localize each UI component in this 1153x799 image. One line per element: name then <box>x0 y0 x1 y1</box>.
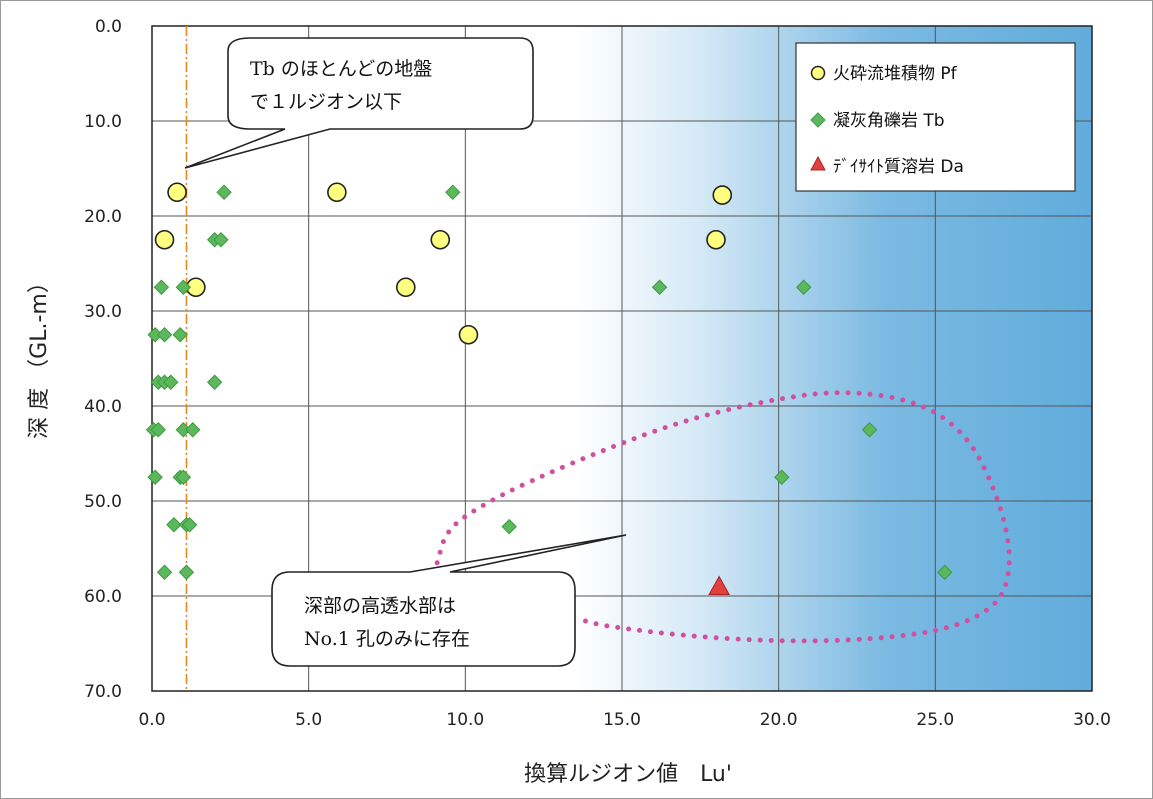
x-tick-label: 0.0 <box>138 710 165 730</box>
callout-bottom-line1: 深部の高透水部は <box>304 595 456 617</box>
pf-point <box>712 185 733 205</box>
legend-pf-label: 火砕流堆積物 Pf <box>833 64 958 84</box>
callout-top-bubble <box>184 37 534 169</box>
y-tick-label: 60.0 <box>84 587 122 607</box>
y-tick-label: 70.0 <box>84 682 122 702</box>
tb-point <box>445 184 461 200</box>
tb-point <box>216 184 232 200</box>
y-tick-label: 30.0 <box>84 302 122 322</box>
x-tick-label: 15.0 <box>603 710 641 730</box>
tb-point <box>156 564 173 580</box>
x-tick-label: 10.0 <box>446 710 484 730</box>
callout-bottom-line2: No.1 孔のみに存在 <box>304 628 470 650</box>
pf-point <box>458 324 479 345</box>
tb-point <box>651 279 668 295</box>
tb-point <box>861 422 878 438</box>
legend-pf-marker <box>810 65 826 81</box>
pf-point <box>327 182 347 203</box>
x-tick-labels: 0.0 5.0 10.0 15.0 20.0 25.0 30.0 <box>138 710 1110 730</box>
y-axis-title: 深 度 （GL.-m） <box>27 271 52 439</box>
y-tick-label: 0.0 <box>95 17 122 37</box>
tb-point <box>178 564 195 580</box>
y-tick-label: 40.0 <box>84 397 122 417</box>
y-tick-label: 50.0 <box>84 492 122 512</box>
pf-point <box>167 182 187 203</box>
data-points <box>145 182 953 595</box>
tb-point <box>213 232 229 248</box>
pf-point <box>706 229 726 250</box>
legend-da-marker <box>810 155 826 171</box>
y-tick-label: 20.0 <box>84 207 122 227</box>
tb-point <box>153 279 170 295</box>
tb-point <box>156 327 173 343</box>
legend-tb-marker <box>810 112 826 128</box>
tb-point <box>185 422 201 438</box>
callout-top-line2: で１ルジオン以下 <box>250 91 402 113</box>
tb-point <box>147 469 163 485</box>
pf-point <box>430 229 451 250</box>
pf-point <box>154 229 175 250</box>
tb-point <box>175 279 192 295</box>
x-tick-label: 25.0 <box>916 710 954 730</box>
tb-point <box>796 279 812 295</box>
y-tick-label: 10.0 <box>84 112 122 132</box>
pf-point <box>395 277 416 298</box>
tb-point <box>175 469 192 485</box>
legend-box <box>795 42 1076 192</box>
y-tick-labels: 0.0 10.0 20.0 30.0 40.0 50.0 60.0 70.0 <box>84 17 122 702</box>
x-tick-label: 20.0 <box>760 710 798 730</box>
x-tick-label: 5.0 <box>295 710 322 730</box>
tb-point <box>774 469 790 485</box>
high-permeability-outline <box>434 390 1012 644</box>
tb-point <box>206 374 223 390</box>
da-point <box>708 575 730 595</box>
callout-bottom: 深部の高透水部は No.1 孔のみに存在 <box>271 534 627 667</box>
x-tick-label: 30.0 <box>1073 710 1111 730</box>
tb-point <box>166 517 182 533</box>
legend-tb-label: 凝灰角礫岩 Tb <box>833 111 945 131</box>
tb-point <box>163 374 179 390</box>
callout-top-line1: Tb のほとんどの地盤 <box>250 58 432 80</box>
tb-point <box>937 564 953 580</box>
tb-point <box>150 422 166 438</box>
tb-point <box>501 518 517 535</box>
plot-border <box>151 25 1093 692</box>
callout-bottom-bubble <box>271 534 627 667</box>
outline-path <box>434 390 1012 644</box>
legend-da-label: ﾃﾞｲｻｲﾄ質溶岩 Da <box>833 157 964 177</box>
legend: 火砕流堆積物 Pf 凝灰角礫岩 Tb ﾃﾞｲｻｲﾄ質溶岩 Da <box>795 42 1076 192</box>
tb-point <box>172 327 188 343</box>
callout-top: Tb のほとんどの地盤 で１ルジオン以下 <box>184 37 534 169</box>
x-axis-title: 換算ルジオン値 Lu' <box>524 762 732 787</box>
tb-point <box>181 517 198 533</box>
